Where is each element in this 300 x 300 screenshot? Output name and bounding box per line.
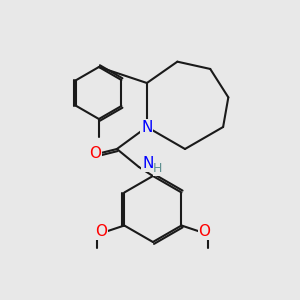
Text: O: O [95,224,107,239]
Text: O: O [199,224,211,239]
Text: N: N [142,157,154,172]
Text: N: N [141,119,153,134]
Text: O: O [89,146,101,160]
Text: H: H [153,163,163,176]
